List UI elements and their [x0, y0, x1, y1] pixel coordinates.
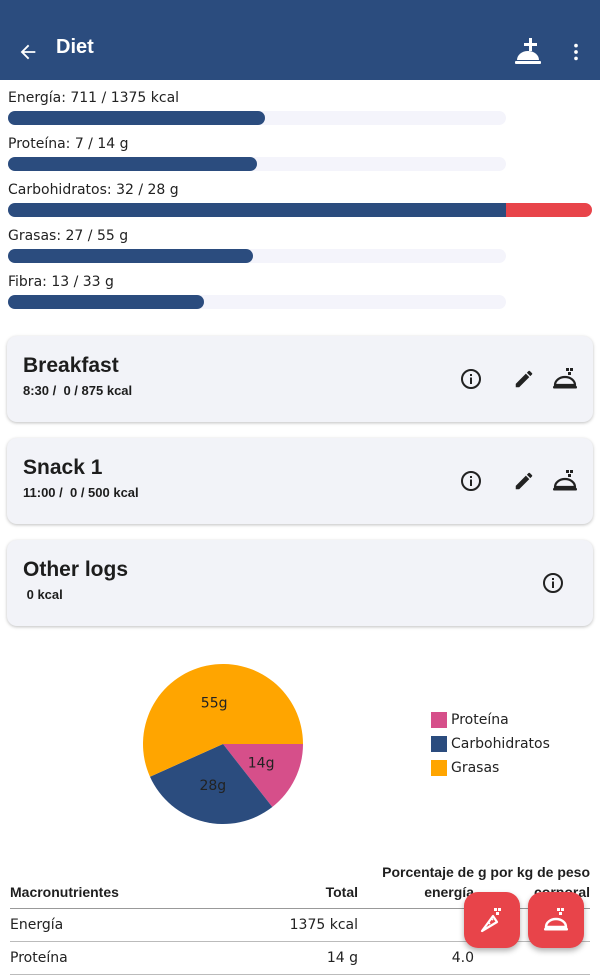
legend-swatch — [431, 760, 447, 776]
pie-slice — [149, 744, 273, 824]
meal-log-button[interactable] — [552, 468, 578, 494]
meal-log-icon — [544, 908, 568, 931]
table-cell — [358, 908, 474, 942]
pie-slice-label: 55g — [201, 696, 228, 712]
other-logs-title: Other logs — [23, 558, 129, 581]
table-cell: Energía — [10, 908, 220, 942]
legend-item-fat: Grasas — [431, 760, 499, 776]
progress-carbs: Carbohidratos: 32 / 28 g — [8, 181, 592, 217]
progress-label: Proteína: 7 / 14 g — [8, 136, 129, 152]
table-header: Total — [220, 858, 358, 909]
arrow-back-icon — [20, 44, 36, 60]
table-cell: 14 g — [220, 941, 358, 975]
more-vert-icon — [574, 43, 578, 61]
log-ingredient-fab[interactable] — [464, 892, 520, 948]
progress-track — [8, 295, 506, 309]
other-logs-info-button[interactable] — [540, 570, 566, 596]
other-logs-subtitle: 0 kcal — [23, 587, 63, 602]
pie-slice-label: 14g — [248, 756, 275, 772]
progress-protein: Proteína: 7 / 14 g — [8, 135, 592, 171]
other-logs-card[interactable]: Other logs 0 kcal — [7, 540, 593, 626]
progress-track — [8, 249, 506, 263]
meal-card-snack-1[interactable]: Snack 1 11:00 / 0 / 500 kcal — [7, 438, 593, 524]
meal-name: Snack 1 — [23, 456, 103, 479]
info-icon — [461, 369, 481, 389]
legend-item-carbs: Carbohidratos — [431, 736, 550, 752]
add-meal-button[interactable] — [512, 36, 544, 68]
progress-label: Energía: 711 / 1375 kcal — [8, 90, 180, 106]
legend-swatch — [431, 712, 447, 728]
app-bar: Diet — [0, 0, 600, 80]
legend-label: Proteína — [451, 712, 509, 728]
page-title: Diet — [56, 36, 94, 58]
progress-track — [8, 111, 506, 125]
progress-label: Carbohidratos: 32 / 28 g — [8, 182, 179, 198]
edit-icon — [515, 472, 533, 490]
log-meal-fab[interactable] — [528, 892, 584, 948]
progress-fill — [8, 295, 205, 309]
table-header-row: Macronutrientes Total Porcentaje de ener… — [10, 858, 590, 909]
progress-fat: Grasas: 27 / 55 g — [8, 227, 592, 263]
legend-label: Grasas — [451, 760, 500, 776]
pie-slice-label: 28g — [199, 778, 226, 794]
pie-svg: 14g 28g 55g — [143, 664, 303, 824]
legend-swatch — [431, 736, 447, 752]
carrot-log-icon — [480, 908, 501, 933]
progress-fill — [8, 111, 266, 125]
table-header: Macronutrientes — [10, 858, 220, 909]
progress-label: Grasas: 27 / 55 g — [8, 228, 129, 244]
meal-log-icon — [553, 368, 577, 389]
legend-item-protein: Proteína — [431, 712, 509, 728]
progress-track — [8, 203, 592, 217]
meal-subtitle: 8:30 / 0 / 875 kcal — [23, 383, 133, 398]
more-options-button[interactable] — [562, 38, 590, 66]
meal-edit-button[interactable] — [511, 366, 537, 392]
macro-pie-chart: 14g 28g 55g Proteína Carbohidratos Grasas — [0, 650, 600, 840]
meal-edit-button[interactable] — [511, 468, 537, 494]
table-cell: 4.0 — [358, 941, 474, 975]
progress-overflow — [506, 203, 592, 217]
meal-log-button[interactable] — [552, 366, 578, 392]
progress-fill — [8, 157, 257, 171]
meal-subtitle: 11:00 / 0 / 500 kcal — [23, 485, 139, 500]
progress-track — [8, 157, 506, 171]
table-cell: Proteína — [10, 941, 220, 975]
table-header: Porcentaje de energía — [358, 858, 474, 909]
pie-slice — [223, 744, 303, 808]
add-meal-icon — [515, 38, 541, 64]
info-icon — [461, 471, 481, 491]
meal-card-breakfast[interactable]: Breakfast 8:30 / 0 / 875 kcal — [7, 336, 593, 422]
info-icon — [543, 573, 563, 593]
meal-log-icon — [553, 470, 577, 491]
edit-icon — [515, 370, 533, 388]
meal-name: Breakfast — [23, 354, 119, 377]
progress-fill — [8, 203, 506, 217]
progress-label: Fibra: 13 / 33 g — [8, 274, 114, 290]
progress-fiber: Fibra: 13 / 33 g — [8, 273, 592, 309]
table-cell: 1375 kcal — [220, 908, 358, 942]
meal-info-button[interactable] — [458, 468, 484, 494]
back-button[interactable] — [14, 38, 42, 66]
progress-energy: Energía: 711 / 1375 kcal — [8, 89, 592, 125]
pie-slice — [143, 664, 303, 777]
progress-fill — [8, 249, 253, 263]
meal-info-button[interactable] — [458, 366, 484, 392]
legend-label: Carbohidratos — [451, 736, 550, 752]
